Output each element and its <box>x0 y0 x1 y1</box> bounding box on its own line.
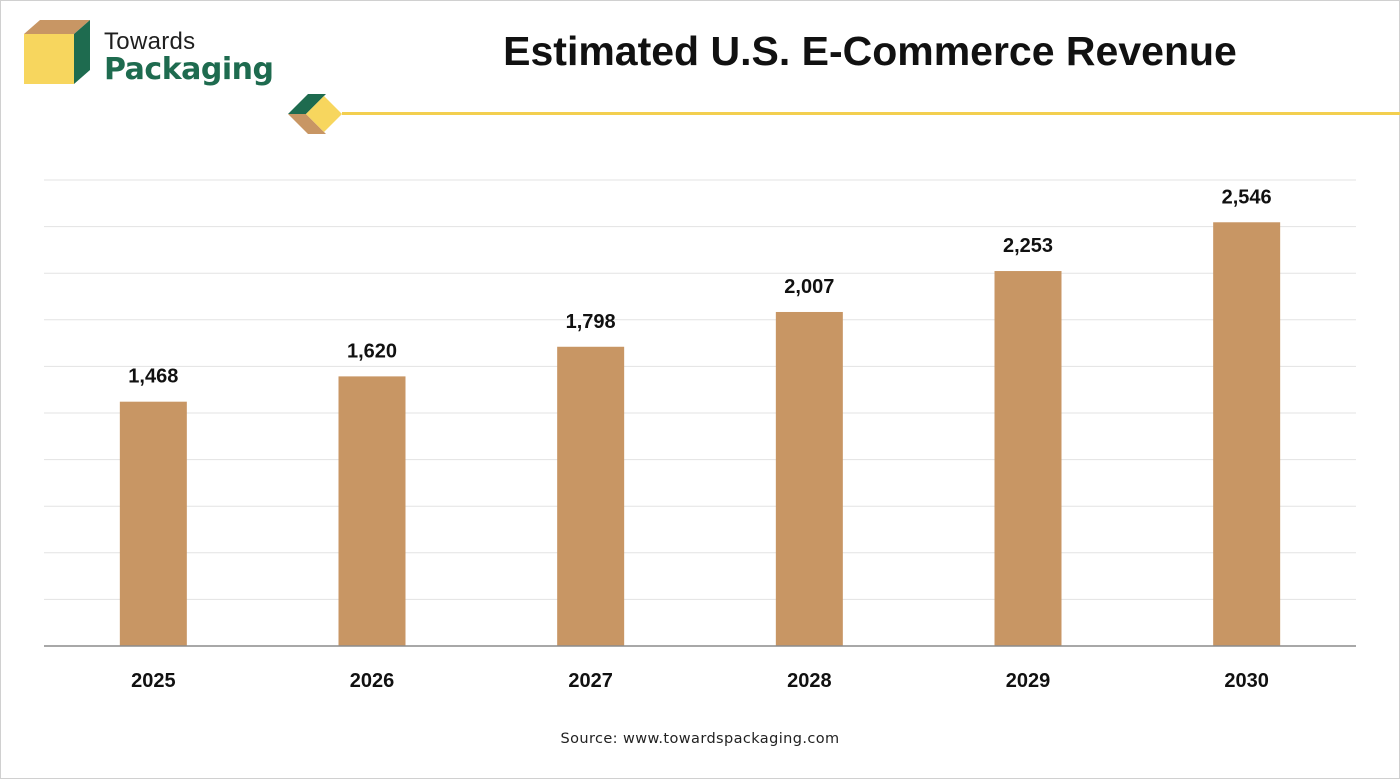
bar-2030 <box>1213 222 1281 646</box>
brand-name-line2: Packaging <box>104 52 274 87</box>
bar-2025 <box>119 401 187 646</box>
bar-2028 <box>775 311 843 646</box>
category-label: 2028 <box>787 670 832 692</box>
bar-2026 <box>338 376 406 646</box>
category-label: 2027 <box>568 670 613 692</box>
value-label: 1,798 <box>566 311 616 333</box>
brand-name-line1: Towards <box>104 28 196 55</box>
category-label: 2025 <box>131 670 176 692</box>
value-label: 1,468 <box>128 366 178 388</box>
box-logo-icon <box>24 20 90 84</box>
title-underline <box>342 112 1400 115</box>
value-label: 2,546 <box>1222 186 1272 208</box>
value-label: 2,007 <box>784 276 834 298</box>
category-label: 2029 <box>1006 670 1051 692</box>
brand-logo: Towards Packaging <box>24 14 284 89</box>
page-title: Estimated U.S. E-Commerce Revenue <box>503 28 1237 74</box>
bar-2027 <box>557 346 625 646</box>
category-label: 2030 <box>1224 670 1269 692</box>
bar-2029 <box>994 271 1062 646</box>
category-label: 2026 <box>350 670 395 692</box>
source-note: Source: www.towardspackaging.com <box>560 731 840 747</box>
diamond-decoration-icon <box>288 94 342 134</box>
value-label: 1,620 <box>347 340 397 362</box>
value-label: 2,253 <box>1003 235 1053 257</box>
